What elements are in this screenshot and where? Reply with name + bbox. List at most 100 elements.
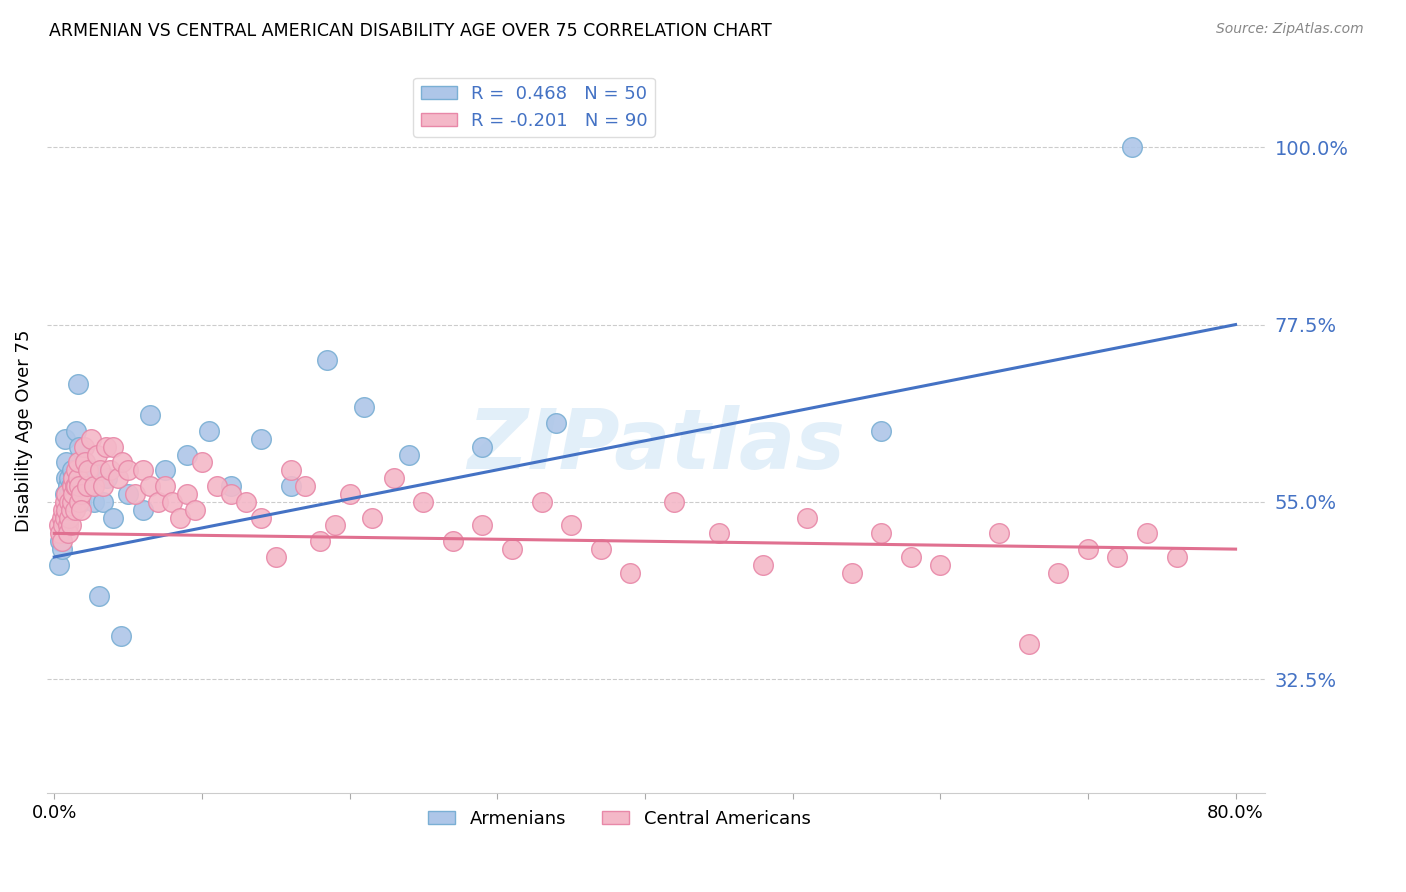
Point <box>91 495 114 509</box>
Point <box>501 542 523 557</box>
Point <box>339 487 361 501</box>
Point <box>117 463 139 477</box>
Point <box>1047 566 1070 580</box>
Point <box>89 463 111 477</box>
Point <box>221 479 243 493</box>
Point <box>1121 140 1143 154</box>
Point <box>48 558 70 572</box>
Point <box>55 455 77 469</box>
Point <box>76 479 98 493</box>
Point <box>796 510 818 524</box>
Text: ZIPatlas: ZIPatlas <box>467 405 845 486</box>
Point <box>250 510 273 524</box>
Point <box>323 518 346 533</box>
Point <box>752 558 775 572</box>
Point <box>1136 526 1159 541</box>
Point <box>52 502 75 516</box>
Point <box>107 471 129 485</box>
Point <box>1166 549 1188 564</box>
Point <box>72 463 94 477</box>
Point <box>153 479 176 493</box>
Text: ARMENIAN VS CENTRAL AMERICAN DISABILITY AGE OVER 75 CORRELATION CHART: ARMENIAN VS CENTRAL AMERICAN DISABILITY … <box>49 22 772 40</box>
Point <box>70 487 93 501</box>
Point <box>870 424 893 438</box>
Point <box>63 495 86 509</box>
Point <box>52 518 75 533</box>
Point <box>1077 542 1099 557</box>
Point <box>103 510 125 524</box>
Legend: Armenians, Central Americans: Armenians, Central Americans <box>420 803 818 835</box>
Point <box>250 432 273 446</box>
Point <box>51 542 73 557</box>
Point <box>132 463 155 477</box>
Point <box>198 424 221 438</box>
Point <box>83 479 105 493</box>
Point <box>60 495 83 509</box>
Point <box>59 518 82 533</box>
Point <box>67 440 90 454</box>
Point <box>75 455 97 469</box>
Point <box>353 401 375 415</box>
Point <box>67 495 90 509</box>
Point <box>589 542 612 557</box>
Point <box>51 510 73 524</box>
Point <box>55 471 77 485</box>
Point <box>707 526 730 541</box>
Point <box>53 495 76 509</box>
Point <box>55 487 77 501</box>
Point <box>63 487 86 501</box>
Point <box>83 495 105 509</box>
Point <box>62 479 84 493</box>
Y-axis label: Disability Age Over 75: Disability Age Over 75 <box>15 330 32 533</box>
Point <box>398 448 420 462</box>
Point <box>316 353 339 368</box>
Point <box>56 518 79 533</box>
Point <box>58 487 80 501</box>
Point <box>412 495 434 509</box>
Point <box>530 495 553 509</box>
Point <box>56 479 79 493</box>
Point <box>900 549 922 564</box>
Point <box>70 495 93 509</box>
Point <box>103 440 125 454</box>
Point <box>55 502 77 516</box>
Point <box>86 448 108 462</box>
Point <box>264 549 287 564</box>
Point <box>94 440 117 454</box>
Point <box>66 455 89 469</box>
Point <box>59 495 82 509</box>
Point <box>139 479 162 493</box>
Point <box>60 487 83 501</box>
Point <box>280 479 302 493</box>
Point <box>56 526 79 541</box>
Point <box>111 455 134 469</box>
Point <box>117 487 139 501</box>
Point <box>80 432 103 446</box>
Point <box>110 629 132 643</box>
Point <box>382 471 405 485</box>
Point <box>221 487 243 501</box>
Point <box>70 502 93 516</box>
Point <box>49 534 72 549</box>
Point <box>132 502 155 516</box>
Point <box>1107 549 1129 564</box>
Point <box>360 510 382 524</box>
Point <box>139 408 162 422</box>
Point <box>51 534 73 549</box>
Point <box>76 479 98 493</box>
Point <box>176 487 198 501</box>
Point <box>62 471 84 485</box>
Point <box>471 518 494 533</box>
Point <box>205 479 228 493</box>
Point <box>65 424 87 438</box>
Point <box>48 518 70 533</box>
Point <box>471 440 494 454</box>
Point <box>169 510 191 524</box>
Point <box>60 479 83 493</box>
Point <box>73 471 96 485</box>
Point <box>100 463 122 477</box>
Point <box>664 495 686 509</box>
Point <box>841 566 863 580</box>
Point <box>62 487 84 501</box>
Point <box>58 471 80 485</box>
